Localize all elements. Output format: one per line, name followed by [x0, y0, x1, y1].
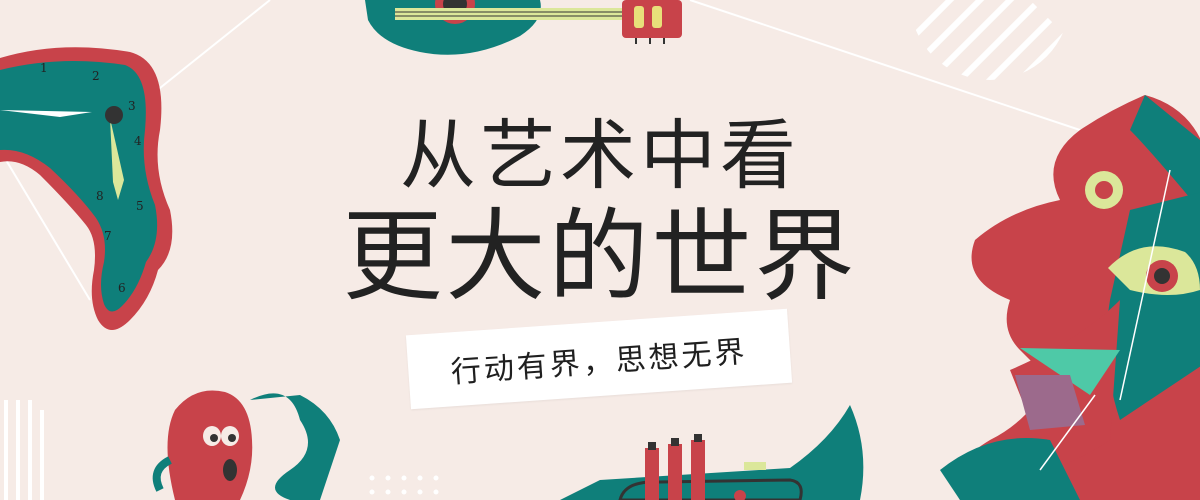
decor-line-top	[689, 0, 1111, 141]
picasso-face-icon	[940, 95, 1200, 500]
clock-numeral-5: 5	[136, 199, 144, 213]
guitar-icon	[365, 0, 682, 55]
clock-numeral-1: 1	[40, 61, 48, 75]
clock-numeral-6: 6	[118, 281, 126, 295]
clock-numeral-7: 7	[104, 229, 112, 243]
clock-numeral-2: 2	[92, 69, 100, 83]
clock-numeral-4: 4	[134, 134, 142, 148]
striped-circle-icon	[910, 0, 1070, 80]
trumpet-icon	[560, 405, 864, 500]
scream-mask-icon	[152, 390, 340, 500]
melting-clock-icon: 1 2 3 4 5 6 7 8	[0, 47, 173, 330]
page-title-line-1: 从艺术中看	[400, 111, 800, 200]
page-title-line-2: 更大的世界	[342, 198, 858, 315]
title-block: 从艺术中看 更大的世界	[300, 110, 900, 312]
decor-line-left-2	[0, 149, 91, 301]
clock-numeral-8: 8	[96, 189, 104, 203]
slogan-text: 行动有界，思想无界	[449, 334, 749, 391]
dot-pattern	[369, 475, 439, 495]
clock-numeral-3: 3	[128, 99, 136, 113]
stripes-bottom-left	[4, 400, 44, 500]
